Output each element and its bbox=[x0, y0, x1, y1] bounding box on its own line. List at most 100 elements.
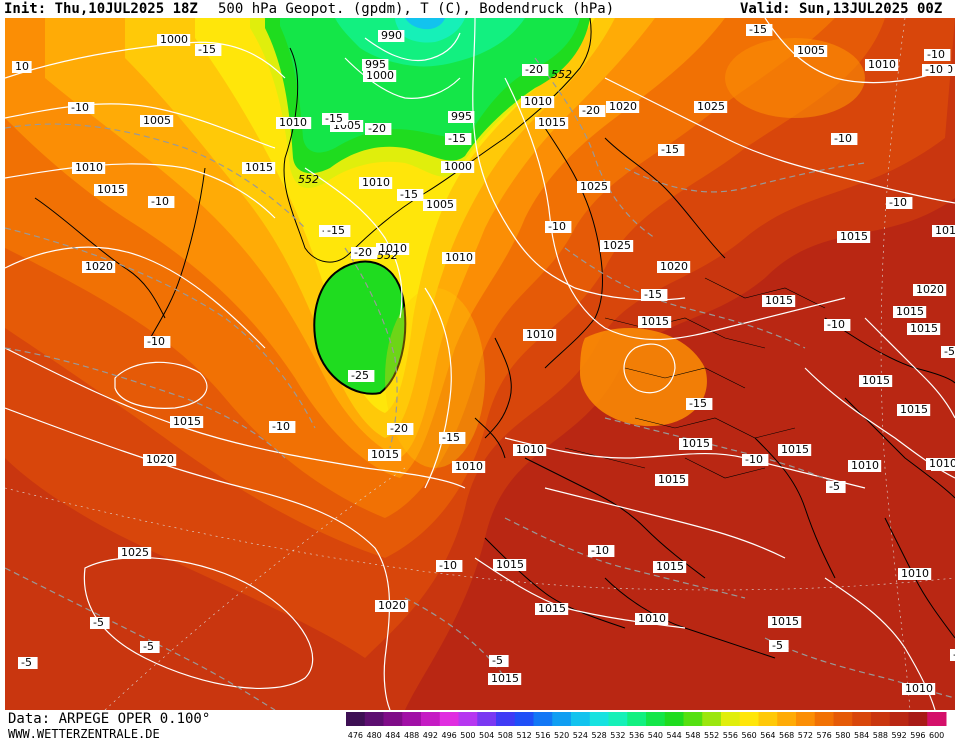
svg-text:1015: 1015 bbox=[245, 161, 273, 174]
isobar-label: 1015 bbox=[170, 415, 204, 428]
isobar-label: 1015 bbox=[768, 615, 802, 628]
weather-map: 1000990995100010051010100510101015101010… bbox=[5, 18, 955, 710]
svg-text:1000: 1000 bbox=[444, 160, 472, 173]
svg-text:-15: -15 bbox=[442, 431, 460, 444]
isotherm-label: -15 bbox=[195, 43, 222, 56]
legend-tick: 548 bbox=[685, 731, 700, 740]
svg-text:1025: 1025 bbox=[697, 100, 725, 113]
legend-tick: 552 bbox=[704, 731, 719, 740]
data-source: Data: ARPEGE OPER 0.100° bbox=[8, 711, 211, 727]
svg-text:1010: 1010 bbox=[516, 443, 544, 456]
isobar-label: 1010 bbox=[902, 682, 936, 695]
isobar-label: 990 bbox=[378, 29, 405, 42]
svg-text:-10: -10 bbox=[591, 544, 609, 557]
svg-text:1025: 1025 bbox=[580, 180, 608, 193]
isobar-label: 1020 bbox=[375, 599, 409, 612]
isobar-label: 1015 bbox=[535, 116, 569, 129]
isobar-label: 1015 bbox=[778, 443, 812, 456]
isobar-label: 1015 bbox=[488, 672, 522, 685]
legend-swatch bbox=[458, 712, 478, 726]
isobar-label: 1015 bbox=[932, 224, 955, 237]
legend-tick: 488 bbox=[404, 731, 419, 740]
svg-text:1020: 1020 bbox=[85, 260, 113, 273]
lat-lon-grid bbox=[5, 18, 955, 710]
legend-tick: 568 bbox=[779, 731, 794, 740]
svg-text:1010: 1010 bbox=[455, 460, 483, 473]
svg-text:1015: 1015 bbox=[538, 116, 566, 129]
legend-tick: 540 bbox=[648, 731, 663, 740]
svg-text:1015: 1015 bbox=[682, 437, 710, 450]
svg-text:-15: -15 bbox=[749, 23, 767, 36]
svg-text:1005: 1005 bbox=[426, 198, 454, 211]
svg-text:1020: 1020 bbox=[146, 453, 174, 466]
isobar-label: 995 bbox=[362, 58, 389, 71]
isobar-label: 1005 bbox=[423, 198, 457, 211]
isobar-label: 1015 bbox=[94, 183, 128, 196]
isotherm-label: -10 bbox=[436, 559, 463, 572]
isobar-label: 1010 bbox=[926, 457, 955, 470]
isobar-label: 1010 bbox=[523, 328, 557, 341]
legend-tick: 564 bbox=[760, 731, 775, 740]
legend-swatch bbox=[589, 712, 609, 726]
svg-text:-5: -5 bbox=[829, 480, 840, 493]
isobar-label: 995 bbox=[448, 110, 475, 123]
chart-title: 500 hPa Geopot. (gpdm), T (C), Bodendruc… bbox=[218, 1, 615, 17]
isotherm-label: -10 bbox=[148, 195, 175, 208]
legend-tick: 592 bbox=[891, 731, 906, 740]
isobar-label: 1000 bbox=[363, 69, 397, 82]
svg-text:1015: 1015 bbox=[862, 374, 890, 387]
geopotential-label: 552 bbox=[298, 173, 319, 186]
isobar-label: 1015 bbox=[368, 448, 402, 461]
legend-tick: 520 bbox=[554, 731, 569, 740]
svg-text:1010: 1010 bbox=[279, 116, 307, 129]
isotherm-label: -15 bbox=[324, 224, 351, 237]
svg-text:1005: 1005 bbox=[797, 44, 825, 57]
legend-swatch bbox=[608, 712, 628, 726]
svg-text:552: 552 bbox=[298, 173, 319, 186]
svg-text:-15: -15 bbox=[448, 132, 466, 145]
svg-text:-5: -5 bbox=[772, 639, 783, 652]
isotherm-label: -5 bbox=[950, 648, 955, 661]
map-labels: 1000990995100010051010100510101015101010… bbox=[12, 23, 955, 695]
svg-text:1015: 1015 bbox=[641, 315, 669, 328]
svg-text:-15: -15 bbox=[198, 43, 216, 56]
svg-text:-10: -10 bbox=[889, 196, 907, 209]
svg-text:-10: -10 bbox=[147, 335, 165, 348]
country-borders bbox=[564, 277, 826, 479]
legend-tick: 476 bbox=[348, 731, 363, 740]
svg-text:1015: 1015 bbox=[173, 415, 201, 428]
isobar-label: 1015 bbox=[907, 322, 941, 335]
isotherm-label: -5 bbox=[941, 345, 955, 358]
init-time: Init: Thu,10JUL2025 18Z bbox=[4, 1, 198, 17]
isobar-label: 1000 bbox=[157, 33, 191, 46]
isobar-label: 1015 bbox=[653, 560, 687, 573]
legend-tick: 524 bbox=[573, 731, 588, 740]
isobar-label: 1010 bbox=[452, 460, 486, 473]
isotherm-label: -20 bbox=[522, 63, 549, 76]
legend-swatch bbox=[646, 712, 666, 726]
isobar-label: 1010 bbox=[865, 58, 899, 71]
isobar-label: 1010 bbox=[635, 612, 669, 625]
legend-tick: 560 bbox=[741, 731, 756, 740]
svg-text:1015: 1015 bbox=[371, 448, 399, 461]
geopotential-label: 552 bbox=[551, 68, 572, 81]
legend-swatch bbox=[402, 712, 422, 726]
legend-swatch bbox=[852, 712, 872, 726]
svg-text:-10: -10 bbox=[827, 318, 845, 331]
isotherm-label: -15 bbox=[686, 397, 713, 410]
legend-swatch bbox=[758, 712, 778, 726]
legend-tick: 572 bbox=[798, 731, 813, 740]
svg-text:1015: 1015 bbox=[656, 560, 684, 573]
legend-tick: 584 bbox=[854, 731, 869, 740]
legend-swatch bbox=[833, 712, 853, 726]
svg-text:-5: -5 bbox=[953, 648, 955, 661]
isobar-label: 1010 bbox=[848, 459, 882, 472]
svg-text:1005: 1005 bbox=[143, 114, 171, 127]
svg-text:-20: -20 bbox=[354, 246, 372, 259]
svg-text:1020: 1020 bbox=[609, 100, 637, 113]
legend-swatch bbox=[721, 712, 741, 726]
isotherm-label: -5 bbox=[489, 654, 509, 667]
isobar-label: 1025 bbox=[577, 180, 611, 193]
isobar-label: 1010 bbox=[276, 116, 310, 129]
legend-swatch bbox=[533, 712, 553, 726]
